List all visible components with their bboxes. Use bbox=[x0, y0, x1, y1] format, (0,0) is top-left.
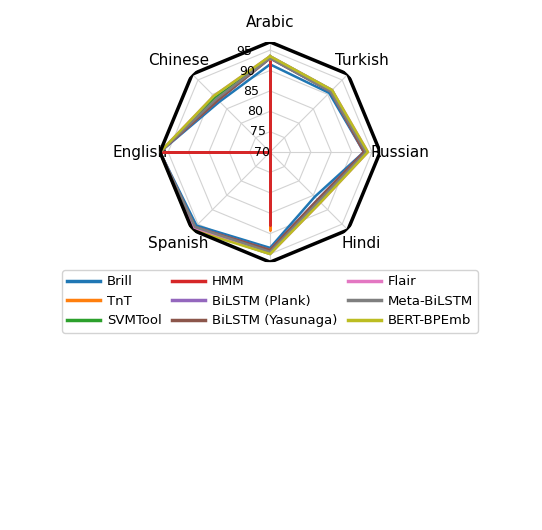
Text: 90: 90 bbox=[240, 65, 255, 78]
Text: 70: 70 bbox=[254, 146, 270, 158]
Text: 75: 75 bbox=[250, 126, 267, 138]
Text: 80: 80 bbox=[247, 105, 263, 118]
Text: 85: 85 bbox=[243, 85, 259, 99]
Text: 95: 95 bbox=[236, 45, 252, 58]
Legend: Brill, TnT, SVMTool, HMM, BiLSTM (Plank), BiLSTM (Yasunaga), Flair, Meta-BiLSTM,: Brill, TnT, SVMTool, HMM, BiLSTM (Plank)… bbox=[62, 270, 478, 333]
